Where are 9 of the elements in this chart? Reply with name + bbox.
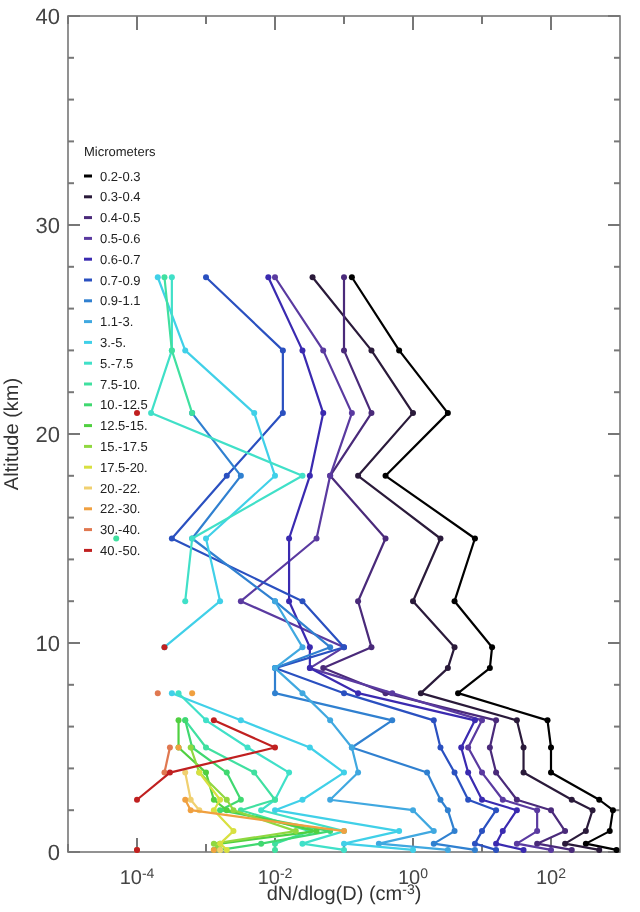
y-tick-label: 0 (47, 842, 60, 866)
y-tick-label: 40 (35, 6, 60, 30)
y-axis-title: Altitude (km) (2, 377, 24, 491)
y-tick-label: 10 (35, 633, 60, 657)
x-tick-label: 10$^{2}$ (535, 867, 567, 890)
x-axis-title: dN/dlog(D) (cm$^{-3}$) (266, 883, 422, 906)
x-tick-label: 10$^{-4}$ (119, 867, 155, 890)
y-tick-label: 20 (35, 424, 60, 448)
y-tick-label: 30 (35, 215, 60, 239)
